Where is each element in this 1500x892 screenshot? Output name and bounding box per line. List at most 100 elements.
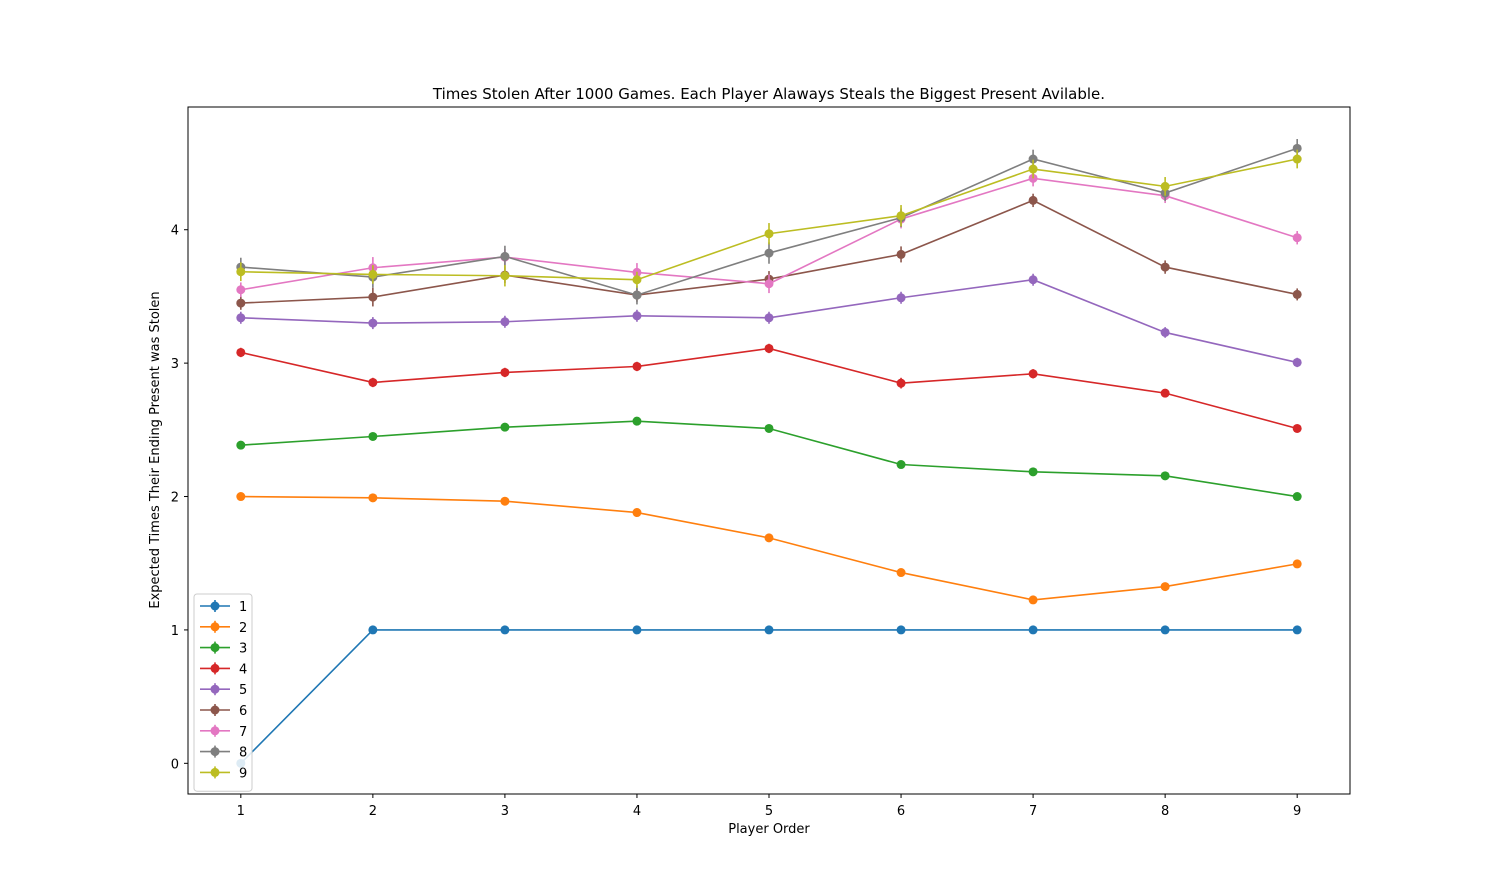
series-5 [236, 273, 1302, 368]
data-point [896, 460, 906, 470]
data-point [1292, 357, 1302, 367]
legend-item: 9 [200, 766, 247, 781]
x-tick-label: 6 [897, 804, 905, 819]
data-point [764, 313, 774, 323]
legend-swatch-marker [210, 622, 220, 632]
x-tick-label: 9 [1293, 804, 1301, 819]
data-point [368, 269, 378, 279]
data-point [1292, 559, 1302, 569]
legend-label: 5 [239, 683, 247, 698]
x-axis-ticks: 1 2 3 4 5 6 7 8 9 [237, 794, 1301, 819]
data-point [632, 508, 642, 518]
series-line [240, 495, 1298, 601]
data-point [632, 416, 642, 426]
data-point [896, 211, 906, 221]
data-point [764, 248, 774, 258]
x-axis-label: Player Order [728, 822, 810, 837]
data-point [1160, 388, 1170, 398]
data-point [632, 311, 642, 321]
data-point [1292, 154, 1302, 164]
data-point [1160, 181, 1170, 191]
legend: 1 2 3 4 5 6 7 8 9 [193, 593, 253, 792]
series-9 [236, 149, 1302, 288]
data-point [1028, 625, 1038, 635]
series-1 [236, 625, 1302, 768]
data-point [1292, 492, 1302, 502]
data-point [368, 377, 378, 387]
data-point [236, 267, 246, 277]
x-tick-label: 4 [633, 804, 641, 819]
x-tick-label: 1 [237, 804, 245, 819]
y-tick-label: 2 [171, 491, 179, 506]
x-tick-label: 3 [501, 804, 509, 819]
legend-label: 2 [239, 621, 247, 636]
legend-item: 5 [200, 683, 247, 698]
data-point [368, 292, 378, 302]
data-point [1292, 289, 1302, 299]
x-tick-label: 5 [765, 804, 773, 819]
legend-label: 6 [239, 704, 247, 719]
data-point [632, 625, 642, 635]
data-point [1292, 233, 1302, 243]
y-axis-ticks: 0 1 2 3 4 [171, 224, 188, 772]
data-point [1160, 582, 1170, 592]
data-point [1028, 595, 1038, 605]
data-point [1160, 327, 1170, 337]
data-point [764, 229, 774, 239]
x-tick-label: 2 [369, 804, 377, 819]
data-point [764, 279, 774, 289]
data-point [1028, 154, 1038, 164]
data-point [1160, 262, 1170, 272]
y-tick-label: 1 [171, 624, 179, 639]
data-point [236, 285, 246, 295]
series-2 [236, 492, 1302, 605]
data-point [632, 275, 642, 285]
legend-item: 4 [200, 662, 247, 677]
data-point [236, 440, 246, 450]
x-tick-label: 7 [1029, 804, 1037, 819]
legend-label: 8 [239, 746, 247, 761]
series-layer [236, 139, 1302, 768]
data-point [896, 568, 906, 578]
legend-swatch-marker [210, 726, 220, 736]
data-point [896, 378, 906, 388]
legend-item: 1 [200, 600, 247, 615]
data-point [500, 367, 510, 377]
data-point [368, 493, 378, 503]
legend-item: 7 [200, 724, 247, 740]
legend-swatch-marker [210, 767, 220, 777]
data-point [500, 496, 510, 506]
legend-label: 3 [239, 642, 247, 657]
data-point [500, 271, 510, 281]
data-point [500, 625, 510, 635]
legend-label: 4 [239, 662, 247, 677]
data-point [236, 313, 246, 323]
data-point [1160, 625, 1170, 635]
data-point [764, 343, 774, 353]
data-point [368, 431, 378, 441]
data-point [1028, 369, 1038, 379]
legend-swatch-marker [210, 643, 220, 653]
data-point [764, 625, 774, 635]
chart-title: Times Stolen After 1000 Games. Each Play… [432, 85, 1105, 103]
data-point [500, 251, 510, 261]
data-point [236, 298, 246, 308]
y-tick-label: 3 [171, 357, 179, 372]
data-point [1028, 195, 1038, 205]
legend-box [193, 593, 253, 792]
data-point [368, 318, 378, 328]
series-4 [236, 343, 1302, 433]
x-tick-label: 8 [1161, 804, 1169, 819]
legend-item: 2 [200, 620, 247, 636]
data-point [1160, 471, 1170, 481]
data-point [896, 293, 906, 303]
data-point [500, 317, 510, 327]
series-line [240, 629, 1298, 764]
data-point [764, 423, 774, 433]
series-3 [236, 416, 1302, 502]
y-axis-label: Expected Times Their Ending Present was … [148, 291, 163, 608]
data-point [764, 533, 774, 543]
data-point [632, 361, 642, 371]
data-point [896, 625, 906, 635]
legend-label: 1 [239, 600, 247, 615]
